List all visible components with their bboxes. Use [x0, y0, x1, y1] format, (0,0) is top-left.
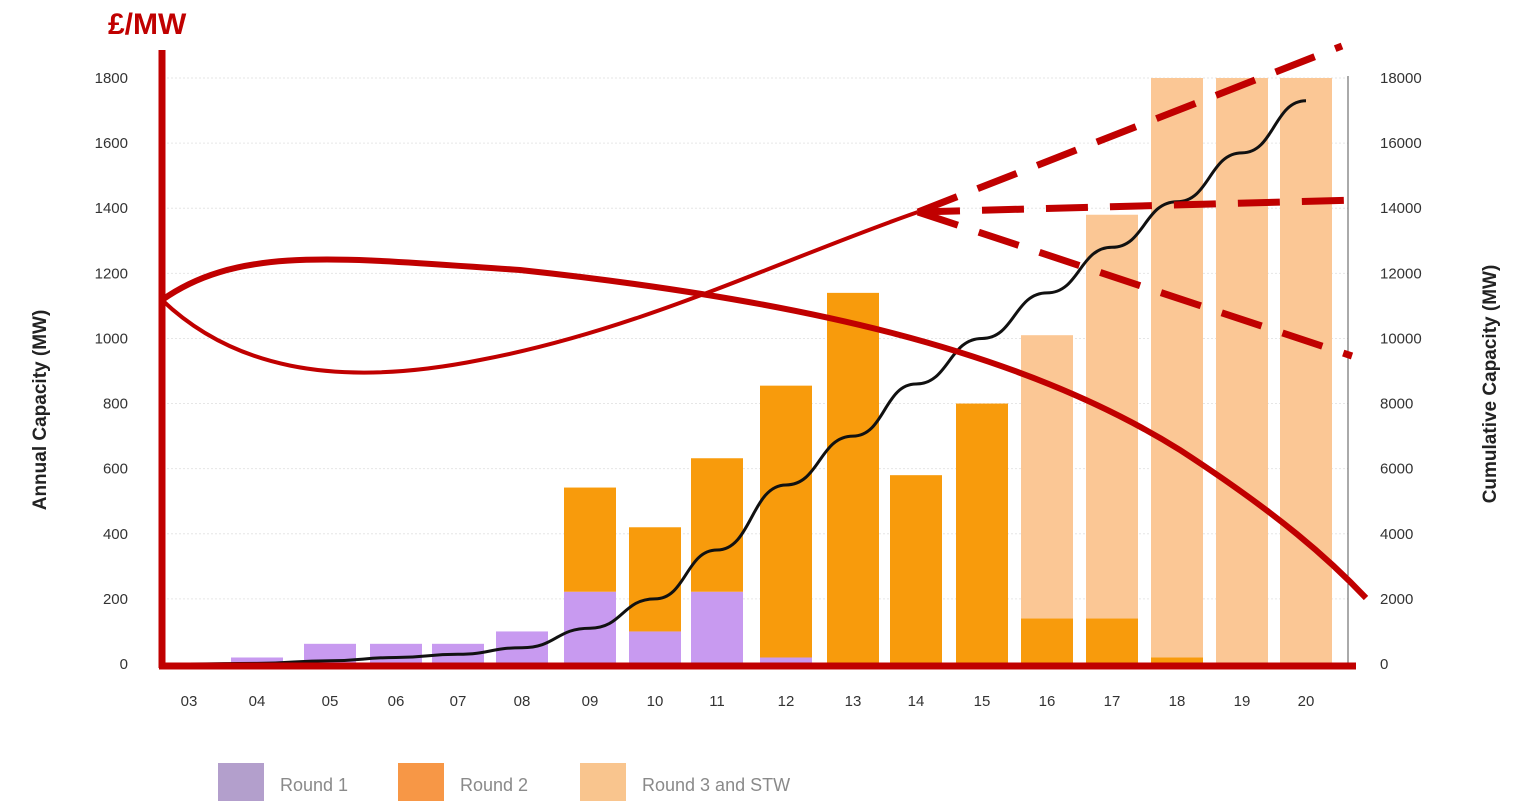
bar-round-1-12: [760, 657, 812, 664]
legend-label-round-2: Round 2: [460, 775, 528, 795]
cost-curve-falling: [160, 256, 1369, 601]
x-tick-label: 08: [514, 693, 531, 710]
left-tick-label: 600: [103, 461, 128, 478]
x-tick-label: 18: [1169, 693, 1186, 710]
scenario-low-dashed: [916, 208, 1354, 360]
bar-round-2-17: [1086, 618, 1138, 664]
left-tick-label: 1600: [95, 135, 128, 152]
left-axis-title: Annual Capacity (MW): [30, 310, 51, 511]
tick-labels: 0200400600800100012001400160018000200040…: [95, 70, 1422, 710]
bar-round-2-18: [1151, 657, 1203, 664]
right-tick-label: 8000: [1380, 396, 1413, 413]
x-tick-label: 14: [908, 693, 925, 710]
x-tick-label: 11: [709, 693, 725, 710]
x-tick-label: 16: [1039, 693, 1056, 710]
right-tick-label: 18000: [1380, 70, 1422, 87]
left-tick-label: 400: [103, 526, 128, 543]
legend-swatch-round-1: [218, 763, 264, 801]
right-axis-title: Cumulative Capacity (MW): [1480, 265, 1501, 504]
x-tick-label: 17: [1104, 693, 1121, 710]
bar-round-2-09: [564, 487, 616, 592]
bar-round-3-and-stw-19: [1216, 78, 1268, 664]
right-tick-label: 12000: [1380, 265, 1422, 282]
cumulative-capacity-line: [188, 99, 1307, 666]
right-tick-label: 0: [1380, 656, 1388, 673]
overlay-axis-label: £/MW: [108, 8, 187, 41]
x-tick-label: 15: [974, 693, 991, 710]
right-tick-label: 10000: [1380, 330, 1422, 347]
scenario-high-dashed: [916, 42, 1344, 216]
right-tick-label: 16000: [1380, 135, 1422, 152]
legend-swatch-round-2: [398, 763, 444, 801]
x-tick-label: 13: [845, 693, 862, 710]
legend-label-round-3-and-stw: Round 3 and STW: [642, 775, 790, 795]
bar-round-2-14: [890, 475, 942, 664]
bar-round-2-12: [760, 385, 812, 658]
cost-curve-rising: [160, 210, 919, 375]
bar-round-3-and-stw-18: [1151, 78, 1203, 658]
right-tick-label: 6000: [1380, 461, 1413, 478]
bar-round-2-15: [956, 403, 1008, 664]
bar-round-1-10: [629, 631, 681, 664]
bar-round-1-04: [231, 657, 283, 664]
x-tick-label: 05: [322, 693, 339, 710]
left-tick-label: 800: [103, 396, 128, 413]
right-tick-label: 4000: [1380, 526, 1413, 543]
left-tick-label: 200: [103, 591, 128, 608]
x-tick-label: 06: [388, 693, 405, 710]
right-tick-label: 2000: [1380, 591, 1413, 608]
x-tick-label: 03: [181, 693, 198, 710]
bar-round-2-10: [629, 527, 681, 632]
x-tick-label: 12: [778, 693, 795, 710]
x-tick-label: 19: [1234, 693, 1251, 710]
x-tick-label: 04: [249, 693, 266, 710]
scenario-flat-dashed: [917, 196, 1359, 216]
x-tick-label: 07: [450, 693, 467, 710]
x-tick-label: 20: [1298, 693, 1315, 710]
bar-round-1-06: [370, 643, 422, 664]
bar-round-1-05: [304, 643, 356, 664]
bar-round-1-11: [691, 591, 743, 664]
cost-overlay: [158, 42, 1369, 670]
left-tick-label: 1800: [95, 70, 128, 87]
legend-swatch-round-3-and-stw: [580, 763, 626, 801]
bar-round-3-and-stw-20: [1280, 78, 1332, 664]
legend: Round 1 Round 2 Round 3 and STW: [218, 763, 790, 801]
bar-round-2-13: [827, 292, 879, 664]
left-tick-label: 0: [120, 656, 128, 673]
right-tick-label: 14000: [1380, 200, 1422, 217]
bar-round-2-11: [691, 458, 743, 592]
grid: [163, 77, 1348, 600]
left-tick-label: 1200: [95, 265, 128, 282]
x-tick-label: 10: [647, 693, 664, 710]
left-tick-label: 1000: [95, 330, 128, 347]
x-tick-label: 09: [582, 693, 599, 710]
bar-round-2-16: [1021, 618, 1073, 664]
legend-label-round-1: Round 1: [280, 775, 348, 795]
cumulative-line: [188, 99, 1307, 666]
bars: [231, 78, 1332, 664]
left-tick-label: 1400: [95, 200, 128, 217]
